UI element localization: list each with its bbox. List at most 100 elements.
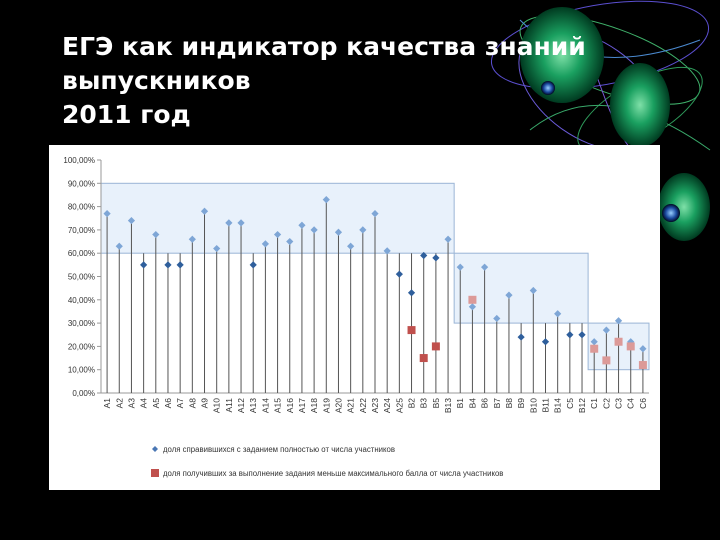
series1-point	[432, 254, 440, 262]
baseline-band	[453, 252, 589, 324]
series2-point	[590, 344, 599, 353]
x-tick-label: A11	[224, 398, 234, 413]
series1-point	[140, 261, 148, 269]
x-tick-label: A12	[236, 398, 246, 413]
series1-point	[541, 338, 550, 346]
x-tick-label: C1	[589, 398, 599, 409]
x-tick-label: A22	[358, 398, 368, 413]
x-tick-label: A10	[212, 398, 222, 413]
green-orb-decoration	[658, 173, 710, 241]
x-tick-label: A23	[370, 398, 380, 413]
x-tick-label: A3	[126, 398, 136, 409]
legend-series1-label: доля справившихся с заданием полностью о…	[163, 445, 395, 454]
series2-point	[407, 326, 416, 335]
series1-point	[176, 261, 184, 269]
slide-title: ЕГЭ как индикатор качества знаний выпуск…	[62, 30, 586, 132]
x-tick-label: A13	[248, 398, 258, 413]
title-line-2: выпускников	[62, 66, 251, 95]
y-tick-label: 50,00%	[68, 273, 95, 282]
x-tick-label: B6	[480, 398, 490, 409]
series1-point	[407, 289, 416, 297]
chart-panel: 0,00% 10,00% 20,00% 30,00% 40,00% 50,00% 60,00…	[49, 145, 660, 490]
series1-point	[286, 237, 294, 246]
x-tick-label: C2	[601, 398, 611, 409]
x-tick-label: A1	[102, 398, 112, 409]
x-tick-label: A6	[163, 398, 173, 409]
x-tick-label: B3	[419, 398, 429, 409]
series2-point	[419, 354, 428, 363]
y-tick-label: 70,00%	[68, 226, 95, 235]
x-tick-label: B11	[540, 398, 550, 413]
legend-series1-marker	[152, 446, 158, 452]
green-orb-decoration	[610, 63, 670, 147]
series1-point	[310, 226, 318, 234]
series1-point	[517, 333, 525, 341]
series1-point	[347, 242, 355, 250]
series1-point	[225, 219, 233, 227]
series1-point	[359, 226, 367, 234]
green-orb-decoration	[520, 7, 604, 103]
x-tick-label: A16	[285, 398, 295, 413]
series1-point	[383, 247, 391, 255]
y-tick-label: 30,00%	[68, 319, 95, 328]
series1-point	[395, 270, 403, 278]
x-tick-label: A2	[114, 398, 124, 409]
x-tick-label: A14	[260, 398, 270, 413]
series1-point	[444, 235, 452, 243]
legend-series2-marker	[151, 469, 159, 477]
x-tick-label: B9	[516, 398, 526, 409]
x-tick-label: B2	[407, 398, 417, 409]
chart: 0,00% 10,00% 20,00% 30,00% 40,00% 50,00% 60,00…	[63, 156, 650, 478]
series1-point	[456, 263, 464, 271]
x-tick-label: A15	[273, 398, 283, 413]
y-tick-label: 10,00%	[68, 366, 95, 375]
x-tick-label: B5	[431, 398, 441, 409]
x-tick-label: C3	[614, 398, 624, 409]
x-tick-label: B13	[443, 398, 453, 413]
x-tick-label: A25	[394, 398, 404, 413]
title-line-1: ЕГЭ как индикатор качества знаний	[62, 32, 586, 61]
series1-point	[554, 310, 562, 318]
y-tick-label: 100,00%	[63, 156, 95, 165]
x-tick-label: A19	[321, 398, 331, 413]
x-tick-label: A24	[382, 398, 392, 413]
series1-point	[115, 242, 123, 250]
series1-point	[237, 219, 245, 227]
x-tick-label: C5	[565, 398, 575, 409]
series1-point	[590, 338, 598, 346]
x-tick-label: A5	[151, 398, 161, 409]
x-tick-label: B1	[455, 398, 465, 409]
series2-point	[431, 342, 440, 351]
series1-point	[420, 251, 428, 260]
x-tick-label: A20	[333, 398, 343, 413]
series1-point	[578, 331, 586, 339]
series1-point	[213, 244, 221, 253]
series1-point	[566, 331, 574, 339]
series2-point	[614, 337, 623, 346]
series1-point	[322, 196, 330, 204]
x-tick-label: A4	[139, 398, 149, 409]
x-tick-label: B14	[553, 398, 563, 413]
series2-point	[626, 342, 635, 351]
y-tick-label: 80,00%	[68, 203, 95, 212]
x-tick-label: B7	[492, 398, 502, 409]
title-line-3: 2011 год	[62, 100, 191, 129]
y-tick-label: 0,00%	[72, 389, 95, 398]
x-tick-label: C6	[638, 398, 648, 409]
blue-orb-decoration	[662, 204, 680, 222]
y-tick-label: 20,00%	[68, 342, 95, 351]
x-tick-label: B4	[467, 398, 477, 409]
x-tick-label: A18	[309, 398, 319, 413]
series1-point	[481, 263, 489, 271]
x-tick-label: A21	[346, 398, 356, 413]
x-tick-label: A8	[187, 398, 197, 409]
series1-point	[627, 338, 635, 346]
series2-point	[468, 295, 477, 304]
series1-point	[188, 235, 196, 243]
x-tick-label: B10	[528, 398, 538, 413]
x-tick-label: B8	[504, 398, 514, 409]
series1-point	[152, 230, 160, 239]
series1-point	[371, 209, 379, 218]
x-tick-label: A17	[297, 398, 307, 413]
